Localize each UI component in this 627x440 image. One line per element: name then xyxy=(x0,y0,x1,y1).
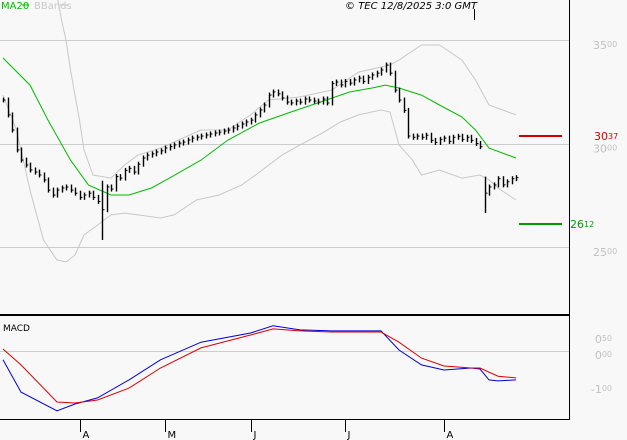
macd-title: MACD xyxy=(3,324,30,334)
macd-tick-label-minor: 50 xyxy=(602,334,612,343)
price-bars xyxy=(2,62,519,240)
y-tick-label: 2500 xyxy=(593,246,617,259)
y-tick-label: 3000 xyxy=(593,143,617,156)
frame xyxy=(0,0,570,420)
macd-line xyxy=(2,325,517,412)
y-axis: 3500 3000 2500 050 000 -100 xyxy=(591,39,617,396)
bb-upper-line xyxy=(57,0,517,179)
price-levels: 3037 2612 xyxy=(519,130,618,231)
x-tick-label: A xyxy=(83,430,90,440)
y-tick-label: 3500 xyxy=(593,39,617,52)
ma20-line xyxy=(2,57,517,196)
grid-lines xyxy=(0,40,569,352)
macd-panel xyxy=(2,325,517,412)
macd-tick-label: 050 xyxy=(595,333,612,346)
signal-line xyxy=(2,328,517,404)
x-tick-label: J xyxy=(253,430,257,440)
x-tick-label: J xyxy=(347,430,351,440)
level-label: 3037 xyxy=(594,130,618,143)
y-tick-label-minor: 00 xyxy=(607,247,617,256)
copyright-timestamp: © TEC 12/8/2025 3:0 GMT xyxy=(345,1,478,12)
level-label-minor: 37 xyxy=(608,132,618,141)
ma20-line xyxy=(2,57,517,196)
level-label-minor: 12 xyxy=(584,220,594,229)
macd-tick-label-minor: 00 xyxy=(602,350,612,359)
macd-tick-label: 000 xyxy=(595,349,612,362)
macd-tick-label-minor: 00 xyxy=(602,384,612,393)
bollinger-bands xyxy=(2,0,517,263)
bb-lower-line xyxy=(2,94,517,263)
x-tick-label: A xyxy=(447,430,454,440)
y-tick-label-minor: 00 xyxy=(607,40,617,49)
level-label: 2612 xyxy=(570,218,594,231)
x-tick-label: M xyxy=(168,430,177,440)
macd-tick-label: -100 xyxy=(591,383,612,396)
legend: MA20 BBands © TEC 12/8/2025 3:0 GMT MACD xyxy=(1,1,478,334)
legend-bbands-label: BBands xyxy=(34,1,72,12)
legend-ma20-label: MA20 xyxy=(1,1,29,12)
y-tick-label-minor: 00 xyxy=(607,144,617,153)
